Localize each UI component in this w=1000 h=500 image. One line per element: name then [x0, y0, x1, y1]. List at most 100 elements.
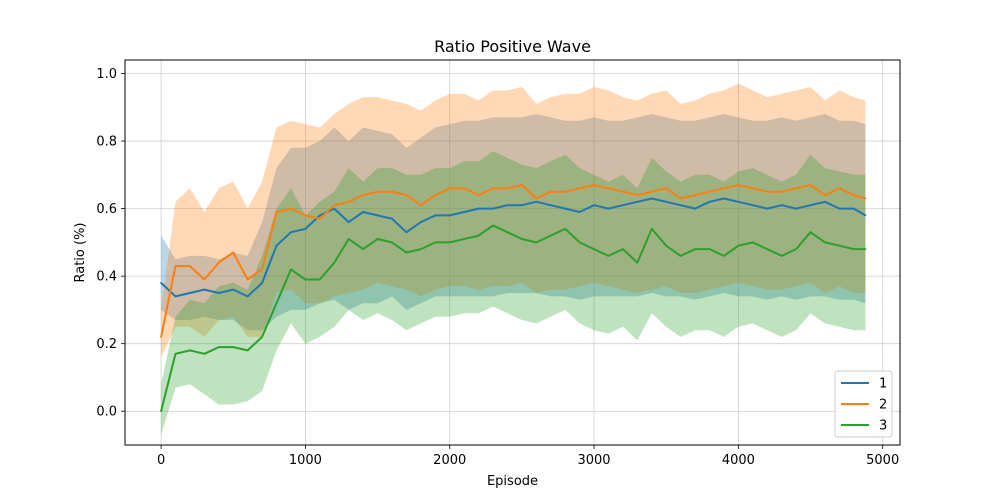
series-3-point: [174, 352, 177, 355]
series-1-point: [564, 207, 567, 210]
series-1-point: [463, 211, 466, 213]
series-3-point: [665, 244, 668, 247]
chart-title: Ratio Positive Wave: [434, 37, 591, 56]
series-1-point: [708, 200, 711, 203]
series-2-point: [318, 217, 321, 220]
series-2-point: [549, 190, 552, 193]
series-2-point: [650, 190, 653, 193]
series-1-point: [780, 204, 783, 207]
series-2-point: [766, 190, 769, 193]
series-3-point: [650, 228, 653, 230]
series-3-point: [217, 346, 220, 348]
series-2-point: [694, 194, 696, 197]
legend-label-3: 3: [879, 419, 887, 434]
confidence-bands: [161, 83, 866, 435]
series-2-point: [232, 251, 235, 254]
series-lines: [160, 184, 867, 413]
series-2-point: [636, 194, 639, 197]
series-1-band: [161, 114, 866, 331]
series-3-point: [852, 248, 855, 251]
series-2-point: [246, 278, 249, 281]
series-1-point: [174, 295, 177, 298]
series-2-point: [838, 187, 841, 190]
series-1-point: [290, 231, 292, 234]
series-1-point: [593, 204, 595, 207]
series-1-point: [232, 288, 235, 291]
series-2-point: [203, 278, 206, 281]
series-2-point: [506, 187, 509, 190]
plot-frame: [124, 59, 901, 446]
series-3-point: [521, 238, 523, 240]
y-tick-label: 0.4: [96, 270, 117, 285]
series-3-point: [463, 238, 466, 240]
series-2-point: [521, 184, 523, 186]
series-2-point: [174, 265, 177, 267]
series-1-point: [477, 207, 480, 210]
series-1-point: [852, 207, 855, 210]
series-2-point: [737, 184, 740, 186]
y-tick-label: 0.8: [96, 135, 117, 150]
series-2-point: [391, 190, 393, 193]
series-3-point: [708, 248, 711, 251]
series-1-point: [723, 197, 725, 200]
series-3-point: [246, 349, 249, 352]
series-2-point: [189, 265, 191, 267]
series-3-point: [333, 261, 336, 264]
series-1-point: [405, 231, 408, 234]
series-3-point: [737, 244, 740, 247]
series-3-point: [864, 248, 867, 251]
series-2-point: [477, 194, 480, 197]
x-tick-label: 1000: [289, 453, 322, 468]
series-1-point: [578, 211, 581, 213]
series-1-point: [549, 204, 552, 207]
y-axis-label: Ratio (%): [73, 222, 88, 282]
series-1-point: [203, 288, 206, 291]
series-2-band: [161, 83, 866, 358]
series-3-point: [535, 241, 538, 244]
series-1-point: [275, 244, 278, 247]
series-3-point: [391, 241, 393, 244]
series-1-point: [261, 282, 263, 284]
y-tick-label: 0.6: [96, 202, 117, 217]
series-3-point: [434, 241, 437, 244]
series-2-point: [679, 197, 682, 200]
series-2-point: [304, 214, 307, 217]
series-2-point: [463, 187, 466, 190]
series-3-point: [795, 248, 797, 251]
series-1-point: [694, 207, 696, 210]
series-2-point: [578, 187, 581, 190]
series-3-point: [376, 238, 379, 240]
series-1-point: [362, 211, 364, 213]
series-2-point: [795, 187, 797, 190]
series-2-line: [160, 184, 866, 338]
series-1-point: [506, 204, 509, 207]
series-3-point: [824, 241, 826, 244]
series-3-point: [593, 248, 595, 251]
series-1-point: [795, 207, 797, 210]
series-1-point: [824, 200, 826, 203]
series-2-point: [622, 190, 624, 193]
series-1-point: [246, 295, 249, 298]
series-3-point: [766, 248, 769, 251]
series-1-point: [737, 200, 740, 203]
series-1-point: [665, 200, 668, 203]
legend-label-2: 2: [879, 398, 887, 413]
series-3-band: [161, 151, 866, 435]
series-2-point: [723, 187, 725, 190]
series-1-point: [391, 217, 393, 220]
series-3-point: [405, 251, 408, 254]
series-2-point: [362, 194, 364, 197]
series-2-point: [261, 268, 263, 271]
series-3-point: [549, 234, 552, 237]
series-2-point: [405, 194, 408, 197]
series-3-point: [506, 231, 509, 234]
series-1-point: [622, 204, 624, 207]
series-3-point: [809, 231, 812, 234]
series-1-point: [650, 197, 653, 200]
series-2-point: [780, 190, 783, 193]
series-1-point: [535, 200, 538, 203]
series-2-point: [448, 187, 451, 190]
series-2-point: [217, 261, 220, 264]
